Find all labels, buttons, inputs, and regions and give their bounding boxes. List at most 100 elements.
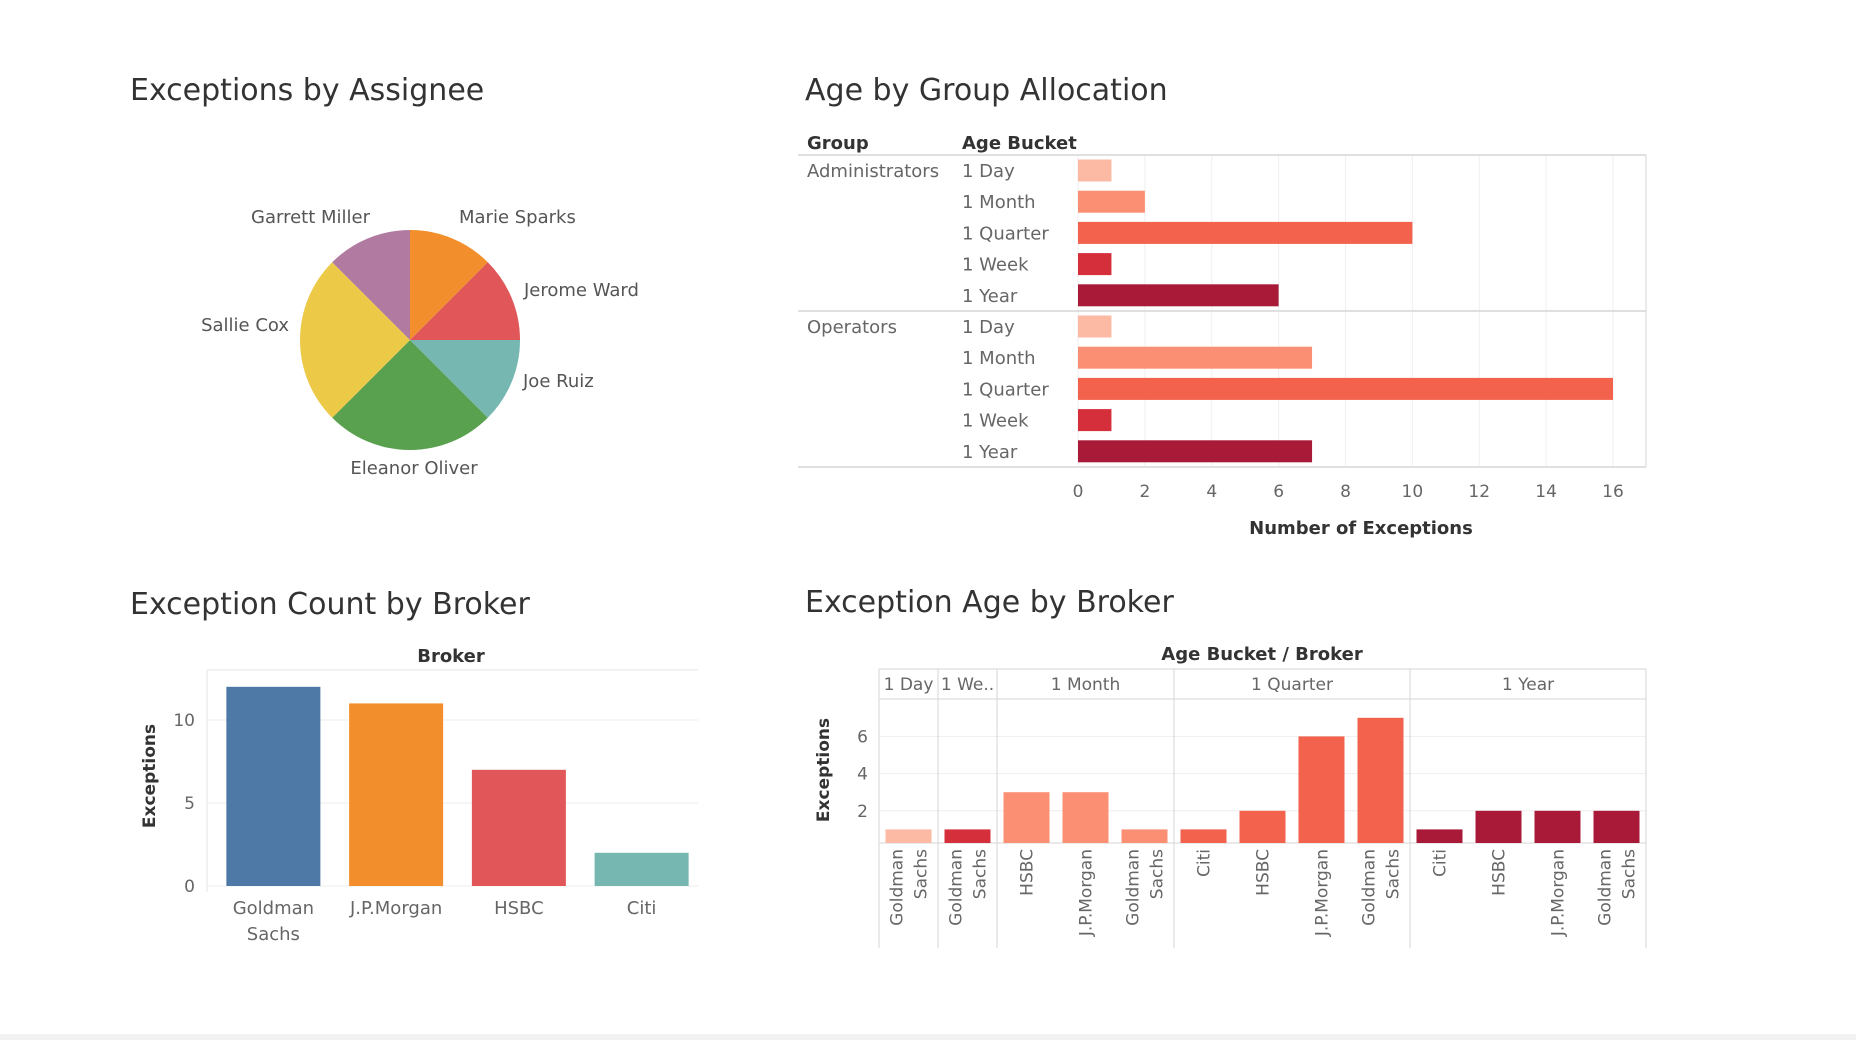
broker-age-chart: Age Bucket / Broker 2 4 6 Exceptions 1 Day Gol… <box>814 644 1647 948</box>
group-age-bar <box>1078 221 1413 244</box>
y-tick-label: 4 <box>857 765 868 785</box>
broker-age-bar <box>1534 810 1581 843</box>
broker-tick-label: Citi <box>1195 849 1215 877</box>
y-axis-label: Exceptions <box>140 724 160 828</box>
broker-count-bar <box>594 852 689 886</box>
x-tick-label: 8 <box>1340 482 1351 502</box>
age-bucket-header: Age Bucket <box>962 133 1077 154</box>
broker-tick-label: HSBC <box>1254 849 1274 896</box>
age-bucket-label: 1 Year <box>962 286 1018 307</box>
pie-slice-label: Garrett Miller <box>251 207 371 228</box>
group-age-bar <box>1078 377 1613 400</box>
group-header: Group <box>807 133 869 154</box>
bucket-header-label: 1 Month <box>1051 675 1121 695</box>
pie-chart: Marie Sparks Jerome Ward Joe Ruiz Eleanor O… <box>201 207 639 479</box>
broker-age-bar <box>1357 717 1404 843</box>
age-bucket-label: 1 Week <box>962 411 1029 432</box>
broker-tick-label: J.P.Morgan <box>349 898 442 919</box>
pie-slice-label: Sallie Cox <box>201 315 289 336</box>
pie-slice <box>332 230 410 340</box>
bottom-strip <box>0 1034 1856 1040</box>
broker-tick-label: HSBC <box>1490 849 1510 896</box>
age-bucket-label: 1 Week <box>962 255 1029 276</box>
y-tick-label: 0 <box>184 877 195 897</box>
broker-tick-label: HSBC <box>494 898 544 919</box>
broker-tick-label: Goldman <box>888 849 908 926</box>
broker-tick-label: Goldman <box>947 849 967 926</box>
x-axis-label: Number of Exceptions <box>1249 518 1473 539</box>
pie-title: Exceptions by Assignee <box>130 73 484 108</box>
age-bucket-label: 1 Day <box>962 317 1015 338</box>
x-tick-label: 16 <box>1602 482 1624 502</box>
age-bucket-label: 1 Year <box>962 442 1018 463</box>
broker-age-bar <box>1121 829 1168 843</box>
group-age-bar <box>1078 440 1313 463</box>
group-label: Operators <box>807 317 897 338</box>
group-age-bar <box>1078 284 1279 307</box>
broker-tick-label: Sachs <box>1384 849 1404 899</box>
broker-age-bar <box>1298 736 1345 843</box>
broker-tick-label: J.P.Morgan <box>1313 849 1333 937</box>
y-tick-label: 10 <box>173 711 195 731</box>
group-age-bar <box>1078 409 1112 432</box>
broker-age-title: Exception Age by Broker <box>805 585 1174 620</box>
broker-age-bar <box>944 829 991 843</box>
pie-slice-label: Marie Sparks <box>459 207 576 228</box>
x-tick-label: 0 <box>1073 482 1084 502</box>
broker-age-bar <box>1062 792 1109 843</box>
bucket-header-label: 1 We.. <box>941 675 994 695</box>
pie-slice <box>300 262 410 418</box>
group-age-bar <box>1078 315 1112 338</box>
group-age-bar <box>1078 253 1112 276</box>
broker-tick-label: Goldman <box>1596 849 1616 926</box>
broker-tick-label: Citi <box>1431 849 1451 877</box>
broker-age-bar <box>1239 810 1286 843</box>
broker-age-bar <box>885 829 932 843</box>
y-axis-label: Exceptions <box>814 718 834 822</box>
bucket-header-label: 1 Quarter <box>1251 675 1333 695</box>
y-tick-label: 2 <box>857 802 868 822</box>
broker-count-bar <box>349 703 444 886</box>
broker-age-bar <box>1180 829 1227 843</box>
group-label: Administrators <box>807 161 939 182</box>
pie-slice-label: Eleanor Oliver <box>350 458 478 479</box>
y-tick-label: 6 <box>857 727 868 747</box>
broker-count-chart: Broker 0 5 10 Exceptions Goldman Sachs J.P.Morg… <box>140 646 698 945</box>
broker-tick-label: HSBC <box>1018 849 1038 896</box>
group-age-chart: Group Age Bucket Administrators 1 Day 1 Mont… <box>798 133 1647 539</box>
bucket-header-label: 1 Day <box>884 675 934 695</box>
pie-slice <box>410 262 520 340</box>
broker-tick-label: J.P.Morgan <box>1549 849 1569 937</box>
pie-slice-label: Joe Ruiz <box>522 371 594 392</box>
broker-tick-label: Sachs <box>971 849 991 899</box>
broker-age-bar <box>1593 810 1640 843</box>
x-tick-label: 12 <box>1468 482 1490 502</box>
pie-slice <box>332 340 488 450</box>
pie-slice-label: Jerome Ward <box>523 280 639 301</box>
x-tick-label: 10 <box>1402 482 1424 502</box>
pie-slice <box>410 340 520 418</box>
broker-age-bar <box>1475 810 1522 843</box>
group-age-bar <box>1078 190 1145 213</box>
broker-tick-label: Goldman <box>1124 849 1144 926</box>
age-broker-header: Age Bucket / Broker <box>1161 644 1363 665</box>
group-age-bar <box>1078 346 1313 369</box>
broker-tick-label: J.P.Morgan <box>1077 849 1097 937</box>
broker-age-bar <box>1003 792 1050 843</box>
pie-slice <box>410 230 488 340</box>
broker-tick-label: Goldman <box>233 898 314 919</box>
x-tick-label: 6 <box>1273 482 1284 502</box>
broker-count-bar <box>226 686 321 886</box>
broker-tick-label: Goldman <box>1360 849 1380 926</box>
broker-count-bar <box>471 769 566 886</box>
x-tick-label: 14 <box>1535 482 1557 502</box>
broker-tick-label: Sachs <box>912 849 932 899</box>
broker-count-title: Exception Count by Broker <box>130 587 531 622</box>
broker-tick-label: Sachs <box>1620 849 1640 899</box>
x-tick-label: 4 <box>1206 482 1217 502</box>
broker-tick-label: Sachs <box>247 924 300 945</box>
broker-age-bar <box>1416 829 1463 843</box>
y-tick-label: 5 <box>184 794 195 814</box>
age-bucket-label: 1 Day <box>962 161 1015 182</box>
